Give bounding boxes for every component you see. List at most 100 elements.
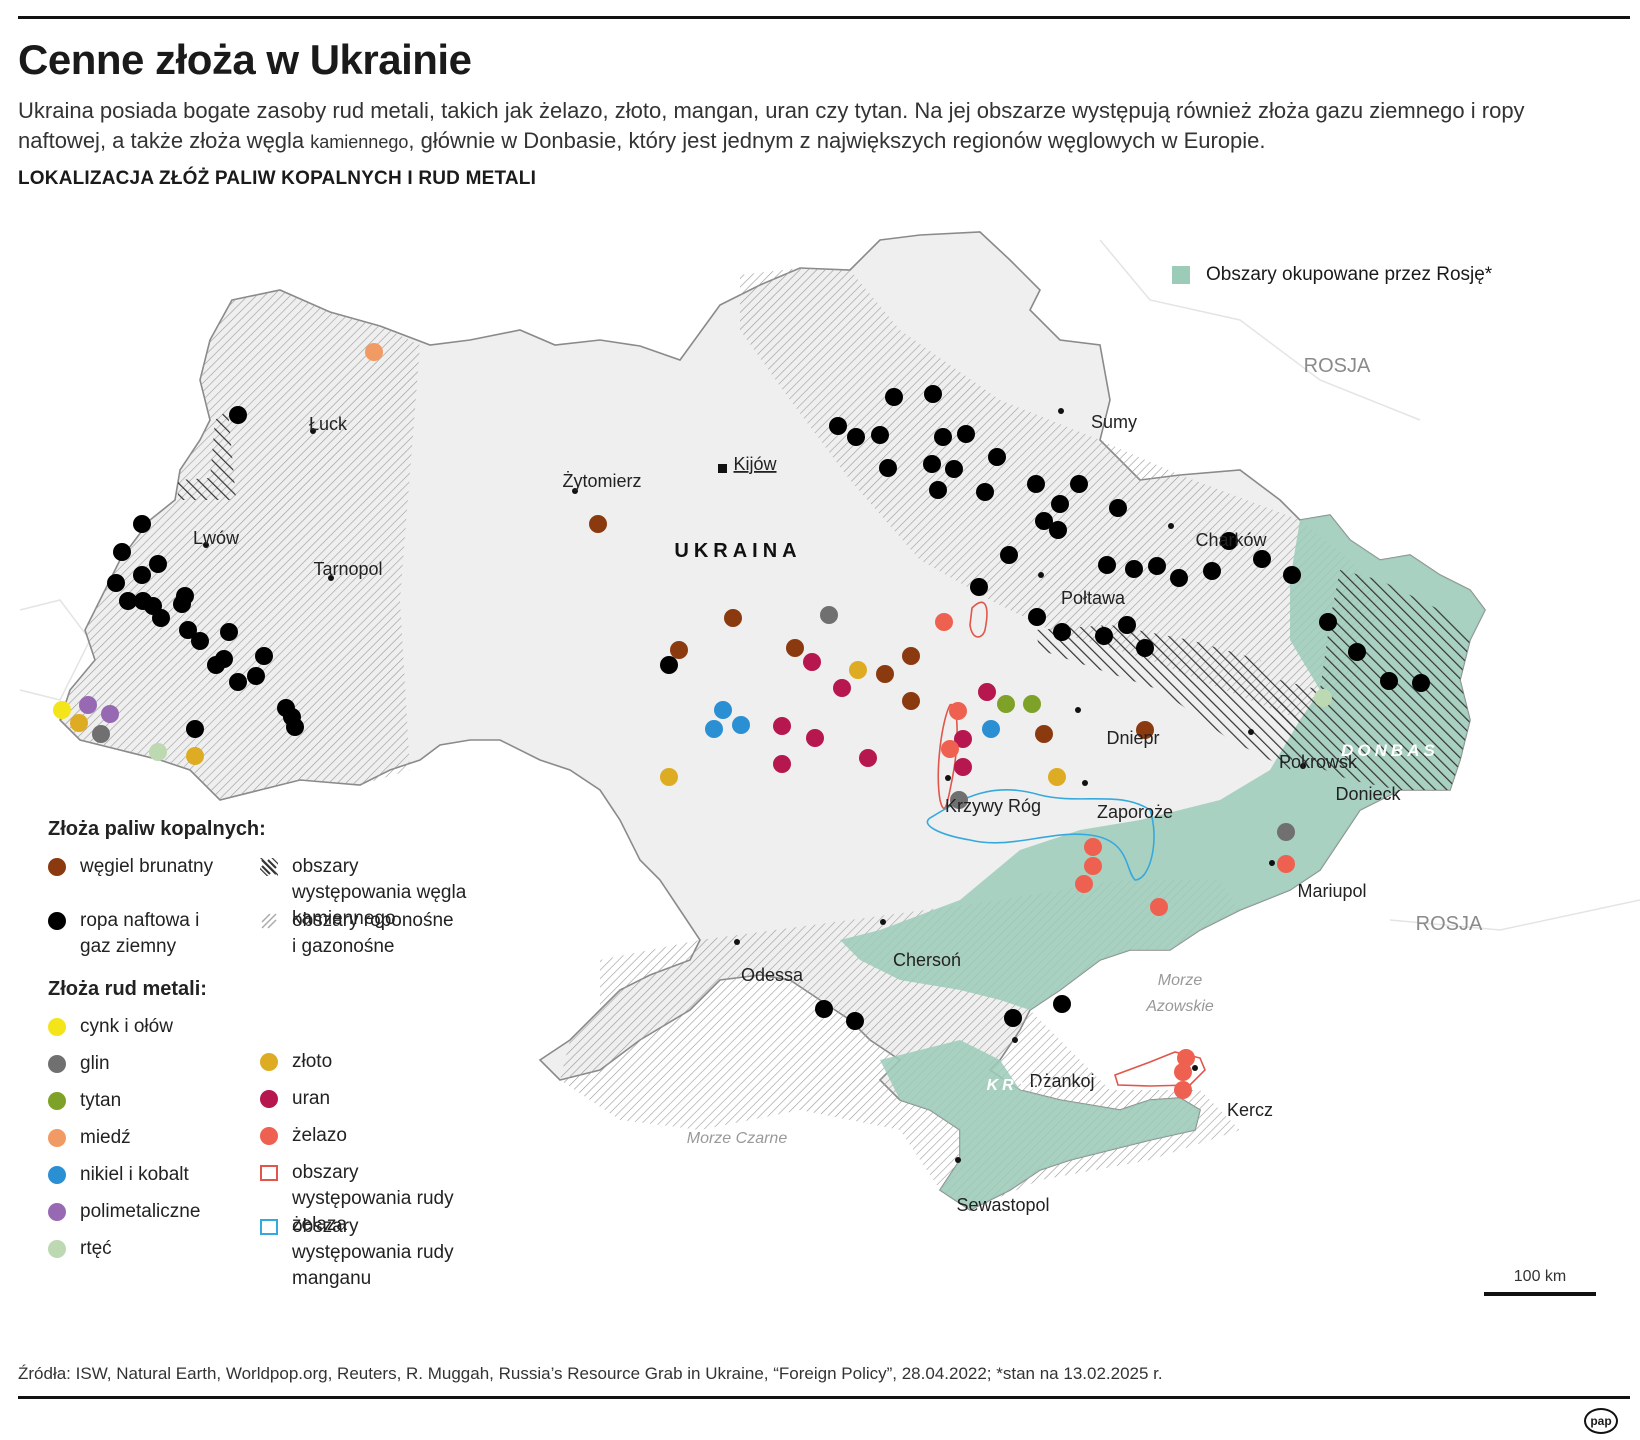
lignite-deposit-marker xyxy=(902,692,920,710)
oil-gas-deposit-marker xyxy=(879,459,897,477)
city-label: Zaporoże xyxy=(1097,802,1173,822)
zinc-lead-deposit-marker xyxy=(53,701,71,719)
city-label: Tarnopol xyxy=(313,559,382,579)
nickel-cobalt-dot-icon xyxy=(48,1166,66,1184)
scale-bar: 100 km xyxy=(1484,1268,1596,1296)
city-label: Charków xyxy=(1195,530,1267,550)
city-label: Dniepr xyxy=(1106,728,1159,748)
oil-gas-deposit-marker xyxy=(133,566,151,584)
lignite-deposit-marker xyxy=(589,515,607,533)
iron-deposit-marker xyxy=(1084,857,1102,875)
uranium-deposit-marker xyxy=(773,755,791,773)
coal-hatch-icon xyxy=(260,858,278,876)
deposit-markers xyxy=(53,343,1430,1099)
legend-item-mercury: rtęć xyxy=(48,1236,112,1262)
oil-gas-deposit-marker xyxy=(847,428,865,446)
oil-gas-deposit-marker xyxy=(286,718,304,736)
occupied-legend: Obszary okupowane przez Rosję* xyxy=(1172,264,1492,286)
oil-gas-deposit-marker xyxy=(1095,627,1113,645)
oil-gas-deposit-marker xyxy=(1000,546,1018,564)
mercury-dot-icon xyxy=(48,1240,66,1258)
mercury-deposit-marker xyxy=(149,743,167,761)
city-label: Sewastopol xyxy=(956,1195,1049,1215)
black-sea-label: Morze Czarne xyxy=(687,1130,788,1147)
uranium-deposit-marker xyxy=(833,679,851,697)
uranium-deposit-marker xyxy=(806,729,824,747)
top-rule xyxy=(18,16,1630,19)
iron-deposit-marker xyxy=(1277,855,1295,873)
aluminium-deposit-marker xyxy=(950,791,968,809)
legend-item-coal-area: obszary występowania węgla kamiennego xyxy=(260,854,470,932)
uranium-deposit-marker xyxy=(803,653,821,671)
occupied-territories xyxy=(840,515,1485,1210)
city-label: Kijów xyxy=(733,454,777,474)
oil-gas-deposit-marker xyxy=(1049,521,1067,539)
oil-gas-deposit-marker xyxy=(1027,475,1045,493)
oil-gas-deposit-marker xyxy=(934,428,952,446)
oil-gas-deposit-marker xyxy=(945,460,963,478)
scale-line xyxy=(1484,1292,1596,1296)
iron-area-outline-icon xyxy=(260,1165,278,1181)
krym-label: KRYM xyxy=(987,1077,1050,1094)
metals-title: Złoża rud metali: xyxy=(48,978,207,1000)
oil-gas-deposit-marker xyxy=(191,632,209,650)
city-label: Dżankoj xyxy=(1029,1071,1094,1091)
city-label: Mariupol xyxy=(1297,881,1366,901)
legend-item-oil-gas-area: obszary roponośne i gazonośne xyxy=(260,908,460,960)
oil-gas-deposit-marker xyxy=(215,650,233,668)
oil-gas-deposit-marker xyxy=(1028,608,1046,626)
oil-gas-deposit-marker xyxy=(1203,562,1221,580)
gold-deposit-marker xyxy=(1048,768,1066,786)
city-label: Kercz xyxy=(1227,1100,1273,1120)
iron-deposit-marker xyxy=(1075,875,1093,893)
polymetallic-dot-icon xyxy=(48,1203,66,1221)
city-label: Donieck xyxy=(1335,784,1401,804)
titanium-dot-icon xyxy=(48,1092,66,1110)
uranium-deposit-marker xyxy=(978,683,996,701)
polymetallic-deposit-marker xyxy=(101,705,119,723)
zinc-lead-dot-icon xyxy=(48,1018,66,1036)
gold-deposit-marker xyxy=(70,714,88,732)
iron-deposit-marker xyxy=(1084,838,1102,856)
occupied-swatch xyxy=(1172,266,1190,284)
city-markers xyxy=(203,408,1306,1163)
oil-gas-deposit-marker xyxy=(1098,556,1116,574)
occupied-legend-label: Obszary okupowane przez Rosję* xyxy=(1206,264,1493,285)
oil-gas-deposit-marker xyxy=(846,1012,864,1030)
oil-gas-deposit-marker xyxy=(152,609,170,627)
oil-gas-deposit-marker xyxy=(660,656,678,674)
oil-gas-deposit-marker xyxy=(988,448,1006,466)
aluminium-deposit-marker xyxy=(92,725,110,743)
iron-deposit-marker xyxy=(1150,898,1168,916)
aluminium-deposit-marker xyxy=(820,606,838,624)
city-label: Łuck xyxy=(309,414,348,434)
oil-gas-deposit-marker xyxy=(815,1000,833,1018)
nickel-cobalt-deposit-marker xyxy=(732,716,750,734)
oil-gas-deposit-marker xyxy=(1035,512,1053,530)
oil-gas-deposit-marker xyxy=(1118,616,1136,634)
lignite-deposit-marker xyxy=(902,647,920,665)
iron-deposit-marker xyxy=(1174,1081,1192,1099)
scale-label: 100 km xyxy=(1513,1268,1567,1285)
legend-item-copper: miedź xyxy=(48,1125,131,1151)
gold-deposit-marker xyxy=(660,768,678,786)
oil-gas-deposit-marker xyxy=(1051,495,1069,513)
copper-deposit-marker xyxy=(365,343,383,361)
oil-gas-deposit-marker xyxy=(929,481,947,499)
nickel-cobalt-deposit-marker xyxy=(705,720,723,738)
lignite-dot-icon xyxy=(48,858,66,876)
russia-label-north: ROSJA xyxy=(1304,355,1371,377)
legend-item-oil-gas: ropa naftowa i gaz ziemny xyxy=(48,908,218,960)
oil-gas-deposit-marker xyxy=(957,425,975,443)
legend-item-gold: złoto xyxy=(260,1049,332,1075)
aluminium-dot-icon xyxy=(48,1055,66,1073)
legend-item-titanium: tytan xyxy=(48,1088,121,1114)
bottom-rule xyxy=(18,1396,1630,1399)
fossil-fuels-title: Złoża paliw kopalnych: xyxy=(48,818,266,840)
oil-gas-deposit-marker xyxy=(1220,532,1238,550)
titanium-deposit-marker xyxy=(1023,695,1041,713)
legend-item-uranium: uran xyxy=(260,1086,330,1112)
legend-item-lignite: węgiel brunatny xyxy=(48,854,213,880)
oil-gas-deposit-marker xyxy=(1053,623,1071,641)
oil-gas-deposit-marker xyxy=(924,385,942,403)
